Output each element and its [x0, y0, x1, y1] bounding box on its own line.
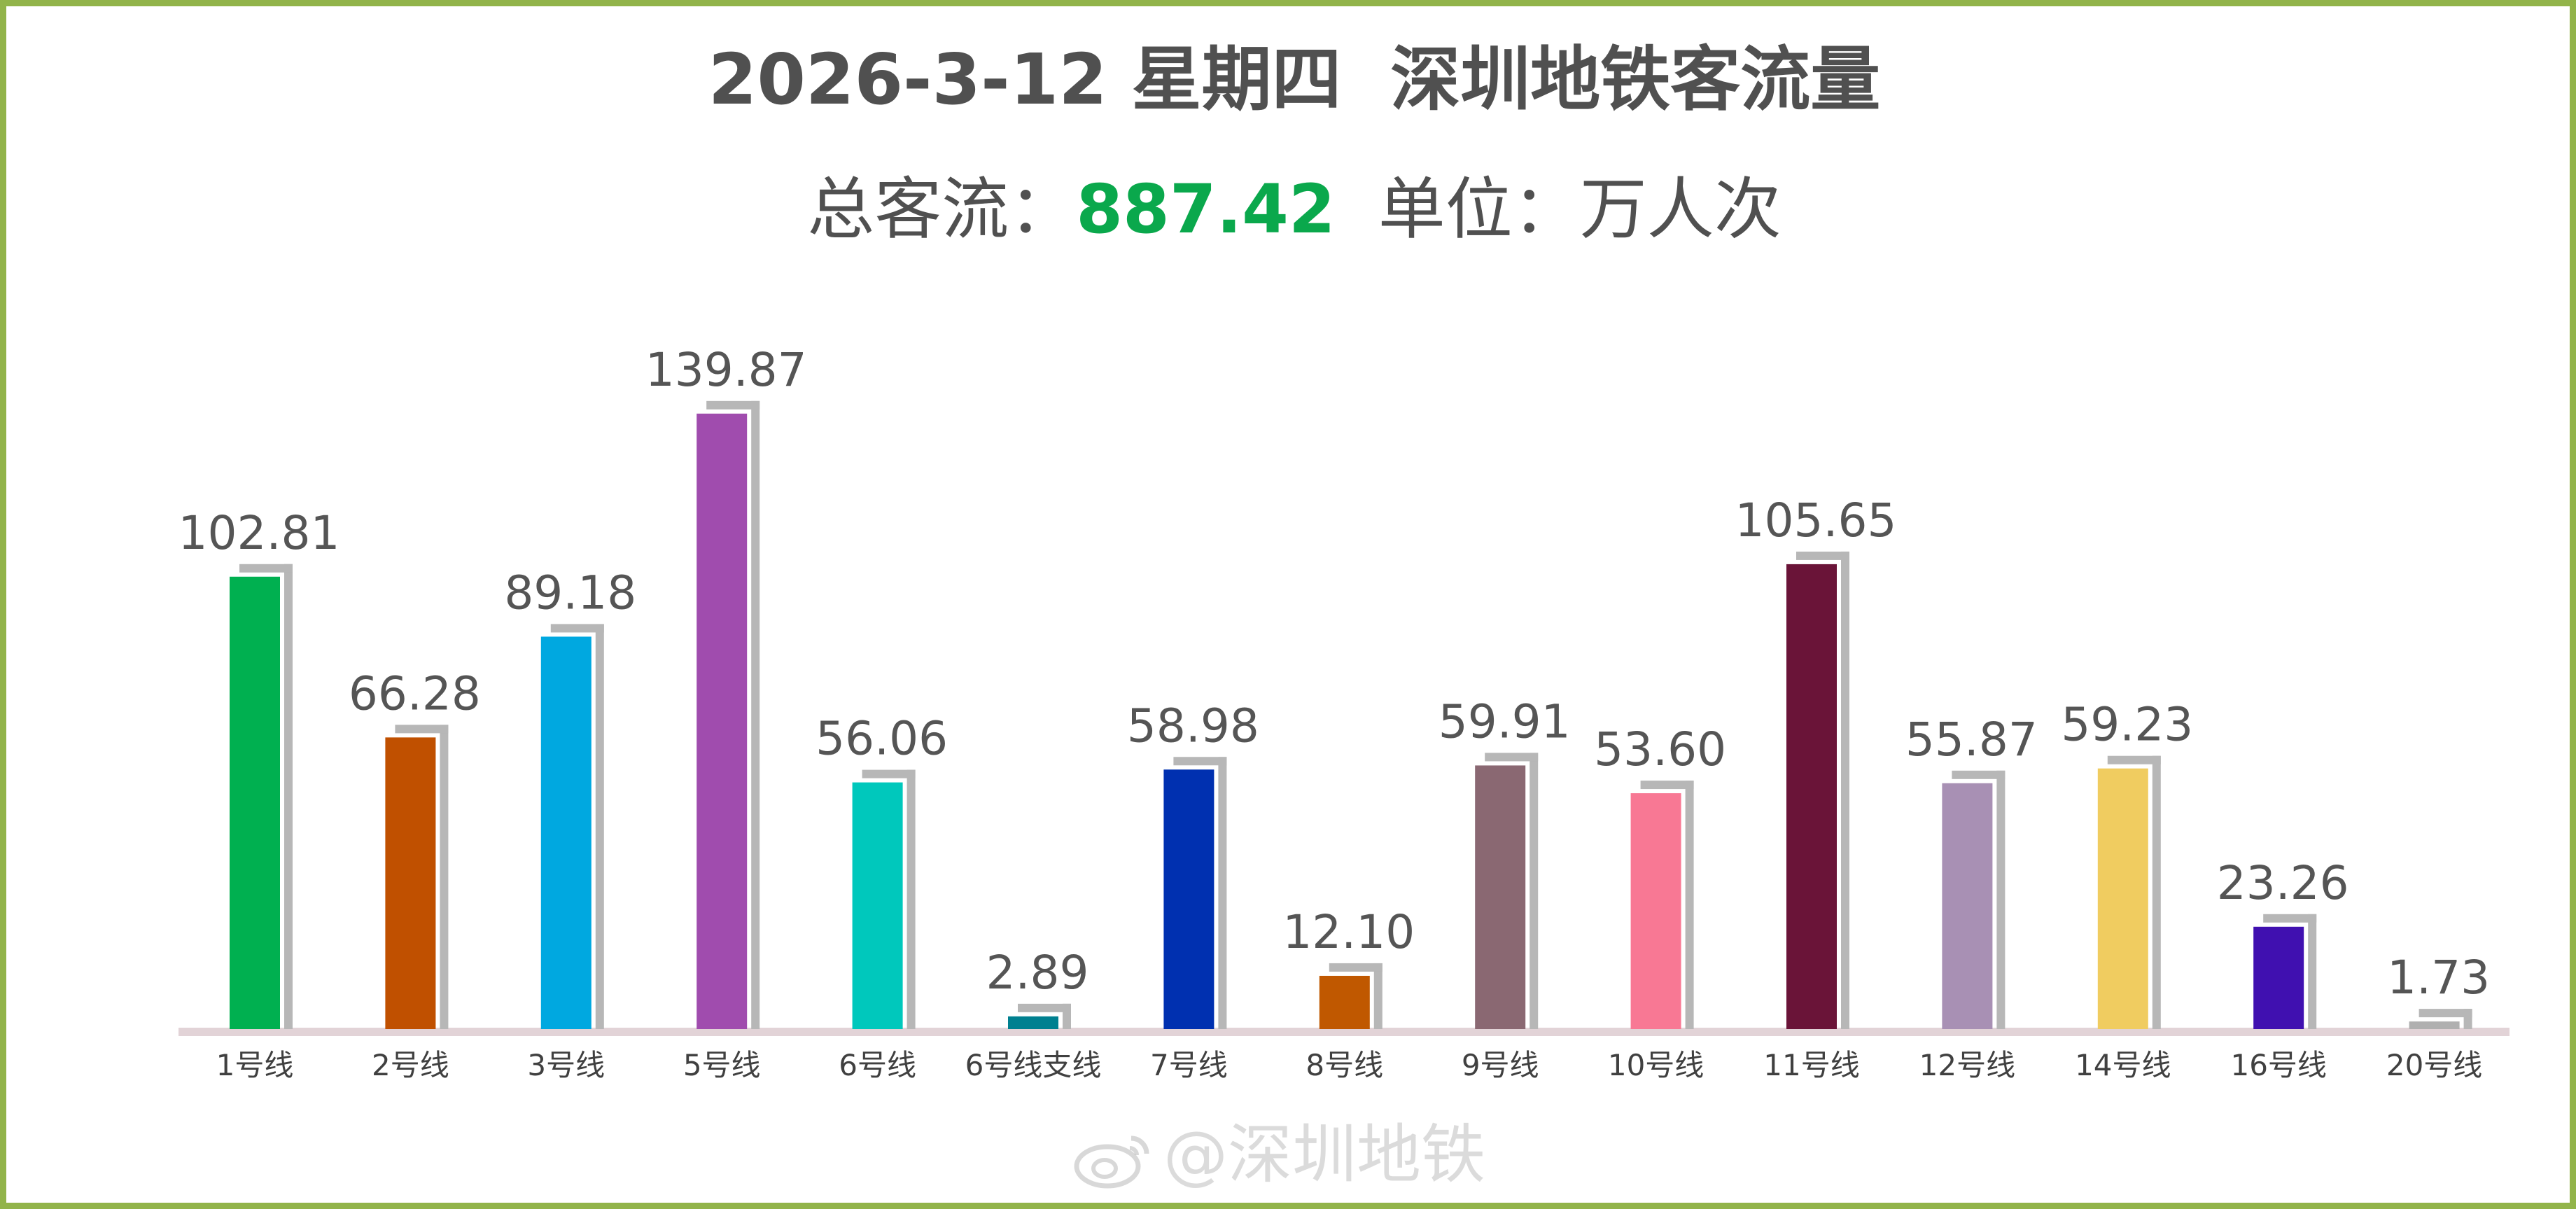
weibo-logo-icon: [1074, 1135, 1149, 1189]
watermark: @深圳地铁: [1071, 1103, 1485, 1196]
bar-shadow-cap: [2263, 914, 2317, 923]
bar-shadow: [1841, 551, 1849, 1029]
x-tick-label: 16号线: [2230, 1048, 2326, 1082]
bar-shadow-cap: [1018, 1003, 1071, 1012]
bar-shadow: [2308, 914, 2317, 1029]
bar: [1942, 783, 1993, 1029]
bar-shadow-cap: [239, 564, 293, 573]
bar-shadow: [906, 769, 916, 1029]
bar-shadow: [284, 564, 293, 1029]
bar-shadow: [751, 400, 760, 1029]
data-label: 139.87: [645, 343, 807, 397]
bar-shadow-cap: [862, 769, 916, 778]
data-label: 102.81: [178, 506, 340, 560]
data-label: 23.26: [2217, 856, 2349, 910]
data-label: 66.28: [349, 666, 481, 720]
x-tick-label: 5号线: [683, 1048, 761, 1082]
bar-shadow-cap: [2418, 1009, 2472, 1018]
data-label: 2.89: [986, 946, 1089, 1000]
watermark-text: @深圳地铁: [1163, 1117, 1486, 1192]
bar-shadow-cap: [1173, 757, 1227, 766]
total-value: 887.42: [1076, 170, 1336, 249]
bar-shadow-cap: [550, 624, 604, 633]
bar-shadow-cap: [2107, 755, 2161, 764]
bar: [385, 737, 436, 1029]
chart-subtitle: 总客流：887.42 单位：万人次: [6, 164, 2576, 255]
x-tick-label: 20号线: [2386, 1048, 2482, 1082]
bar: [852, 782, 903, 1029]
bar-shadow-cap: [1485, 753, 1539, 762]
bar: [2409, 1021, 2460, 1029]
bar-shadow: [1530, 753, 1539, 1029]
bar: [230, 576, 280, 1029]
data-label: 53.60: [1594, 722, 1726, 776]
x-tick-label: 7号线: [1150, 1048, 1228, 1082]
x-tick-label: 2号线: [372, 1048, 449, 1082]
bar: [2253, 926, 2304, 1029]
bar-shadow-cap: [1952, 770, 2005, 779]
bar: [1630, 793, 1681, 1029]
x-tick-label: 11号线: [1763, 1048, 1859, 1082]
data-label: 105.65: [1735, 494, 1897, 547]
data-label: 56.06: [816, 712, 948, 766]
data-label: 58.98: [1127, 699, 1259, 753]
bar: [540, 636, 592, 1029]
bar: [1475, 765, 1526, 1029]
x-tick-label: 6号线支线: [965, 1048, 1102, 1082]
x-tick-label: 8号线: [1306, 1048, 1383, 1082]
bar: [1008, 1016, 1058, 1029]
bar: [1319, 975, 1370, 1029]
x-tick-label: 12号线: [1919, 1048, 2015, 1082]
x-tick-label: 14号线: [2075, 1048, 2171, 1082]
x-tick-label: 3号线: [527, 1048, 605, 1082]
bar: [2097, 768, 2148, 1029]
bar-shadow: [1685, 781, 1694, 1029]
bar-shadow-cap: [1796, 551, 1849, 560]
bar-shadow: [440, 725, 449, 1029]
bar-shadow: [1373, 963, 1382, 1029]
chart-title: 2026-3-12 星期四 深圳地铁客流量: [708, 39, 1881, 120]
x-tick-label: 10号线: [1608, 1048, 1704, 1082]
bar: [1163, 769, 1214, 1029]
data-label: 1.73: [2387, 951, 2490, 1005]
x-tick-label: 6号线: [839, 1048, 916, 1082]
unit-label: 单位：万人次: [1335, 170, 1782, 249]
x-tick-label: 1号线: [216, 1048, 294, 1082]
data-label: 59.23: [2061, 698, 2193, 752]
x-tick-label: 9号线: [1462, 1048, 1539, 1082]
bar: [1786, 564, 1837, 1029]
bar-shadow: [595, 624, 604, 1029]
bar-shadow: [1996, 770, 2005, 1029]
data-label: 59.91: [1438, 694, 1571, 748]
total-label: 总客流：: [807, 170, 1077, 249]
data-label: 55.87: [1905, 713, 2038, 767]
bar-shadow-cap: [395, 725, 449, 734]
bar-shadow-cap: [1329, 963, 1382, 972]
x-axis-baseline: [178, 1028, 2510, 1036]
bar-shadow-cap: [1640, 781, 1694, 790]
data-label: 12.10: [1282, 905, 1415, 959]
bar-shadow: [1218, 757, 1227, 1029]
bar: [696, 413, 748, 1029]
data-label: 89.18: [504, 566, 636, 620]
bar-shadow: [2152, 755, 2161, 1029]
bar-shadow-cap: [706, 400, 760, 410]
